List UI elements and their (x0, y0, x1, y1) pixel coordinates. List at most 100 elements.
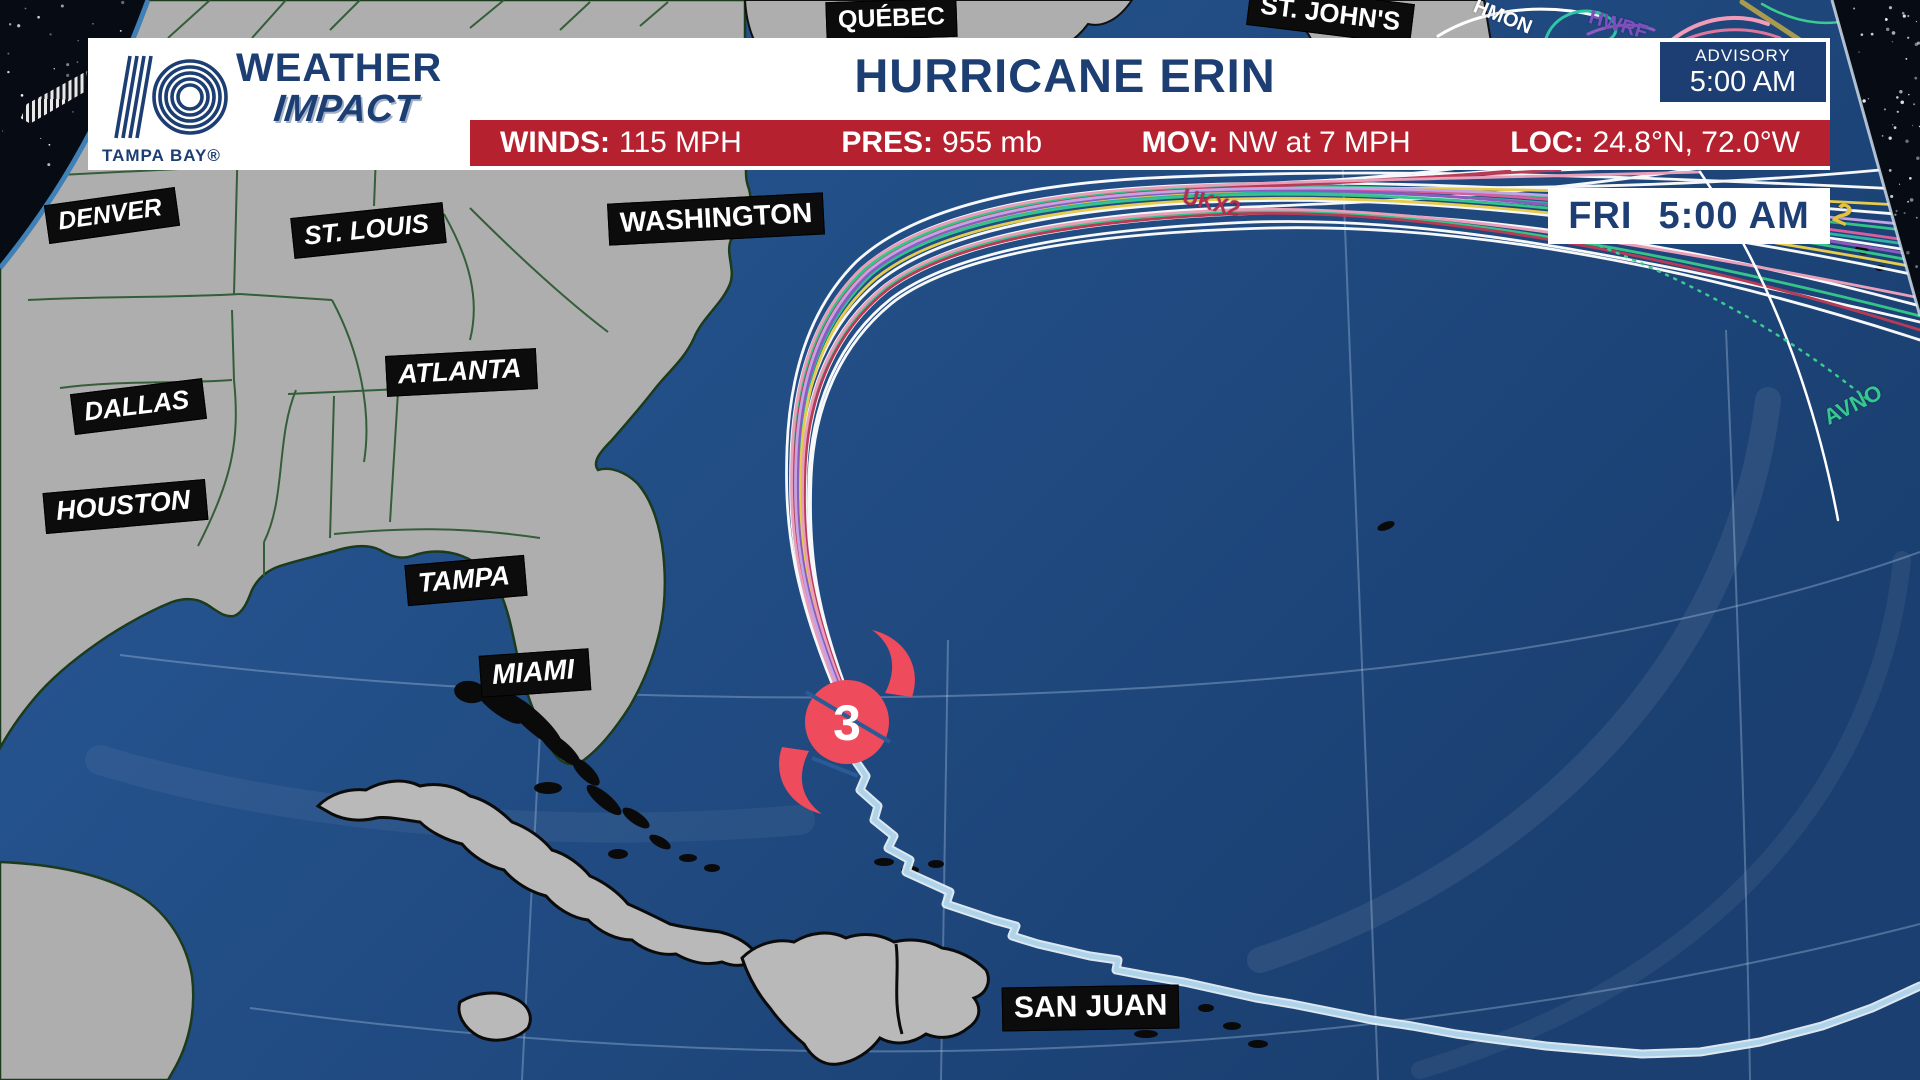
islet (586, 784, 622, 816)
advisory-box: ADVISORY 5:00 AM (1660, 42, 1826, 102)
star (66, 73, 70, 77)
star (1888, 6, 1893, 10)
star (47, 163, 51, 167)
star (1884, 18, 1888, 21)
stat-movement: MOV: NW at 7 MPH (1141, 126, 1411, 159)
advisory-time: 5:00 AM (1689, 65, 1797, 98)
brand-weather: WEATHER (236, 46, 443, 90)
star (77, 39, 79, 42)
star (1916, 41, 1920, 45)
star (1907, 14, 1910, 18)
track-swirl (1586, 23, 1656, 36)
star (1885, 27, 1890, 32)
star (7, 70, 10, 74)
star (76, 61, 79, 64)
star (1862, 99, 1866, 103)
star (1870, 32, 1874, 36)
advisory-label: ADVISORY (1695, 45, 1791, 65)
star (1888, 136, 1892, 140)
star (1858, 51, 1860, 53)
star (1909, 198, 1914, 202)
islet (1377, 521, 1395, 531)
star (49, 33, 52, 36)
star (1916, 156, 1920, 160)
timestamp-day: FRI (1568, 194, 1633, 237)
storm-title: HURRICANE ERIN (854, 49, 1276, 102)
star (72, 111, 74, 113)
star (1914, 76, 1918, 80)
star (1894, 213, 1897, 216)
islet (1248, 1040, 1268, 1048)
islet (534, 782, 562, 794)
track-swirl (1670, 15, 1770, 42)
star (92, 22, 94, 25)
star (1895, 209, 1898, 213)
star (1860, 33, 1864, 36)
star (1901, 11, 1905, 15)
brand-impact: IMPACT (271, 88, 420, 130)
stat-pressure: PRES: 955 mb (841, 126, 1043, 159)
model-track (790, 170, 1702, 706)
star (37, 15, 40, 19)
star (1881, 134, 1884, 137)
market-label: TAMPA BAY® (102, 146, 221, 165)
star (2, 130, 4, 132)
star (1899, 90, 1903, 94)
storm-category: 3 (833, 695, 861, 751)
islet (454, 680, 486, 704)
timestamp-time: 5:00 AM (1658, 194, 1810, 237)
star (1905, 58, 1908, 60)
star (20, 94, 24, 97)
star (1890, 194, 1894, 199)
islet (679, 854, 697, 862)
star (1908, 93, 1910, 96)
star (17, 24, 21, 28)
model-track (809, 226, 1920, 707)
islet (704, 864, 720, 872)
star (119, 29, 122, 32)
star (1896, 96, 1899, 99)
star (1903, 211, 1906, 215)
model-track (796, 188, 1920, 707)
islet (622, 807, 650, 829)
star (1909, 176, 1912, 180)
islet (608, 849, 628, 859)
star (24, 7, 27, 10)
star (1867, 98, 1870, 100)
islet (572, 758, 600, 786)
islet (1198, 1004, 1214, 1012)
model-track (807, 220, 1920, 707)
stat-location: LOC: 24.8°N, 72.0°W (1510, 126, 1800, 159)
star (1896, 110, 1899, 113)
caribbean-islands (315, 245, 1885, 1066)
hurricane-icon: 3 (779, 630, 915, 814)
station-logo: WEATHER IMPACT TAMPA BAY® (88, 38, 470, 170)
past-track (847, 751, 1920, 1059)
islet (649, 834, 671, 850)
city-label-miami: MIAMI (478, 648, 592, 698)
star (1891, 40, 1894, 43)
city-label-san-juan: SAN JUAN (1001, 984, 1180, 1032)
star (1907, 36, 1910, 39)
star (1915, 265, 1918, 268)
forecast-timestamp: FRI 5:00 AM (1548, 188, 1830, 244)
model-track (801, 207, 1920, 708)
track-swirl (1598, 244, 1870, 402)
star (8, 23, 12, 26)
model-tracks (785, 166, 1920, 708)
star (1893, 126, 1897, 130)
star (1905, 139, 1909, 143)
model-track (794, 186, 1920, 706)
model-track (803, 211, 1920, 707)
star (1915, 216, 1918, 219)
island-hispaniola (740, 931, 990, 1066)
island-jamaica (457, 991, 532, 1042)
star (1883, 108, 1886, 111)
star (1891, 124, 1894, 126)
landmass-yucatan (0, 860, 195, 1080)
star (1915, 20, 1918, 23)
star (1900, 100, 1905, 105)
city-label-qu-bec: QUÉBEC (825, 0, 958, 42)
model-track (799, 196, 1920, 707)
